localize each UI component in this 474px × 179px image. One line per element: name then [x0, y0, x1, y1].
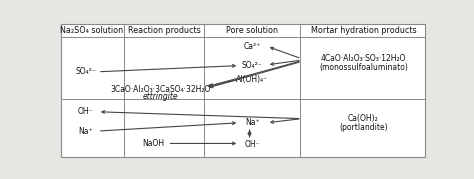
Text: Al(OH)₄⁻: Al(OH)₄⁻ — [236, 75, 268, 84]
Text: Na⁺: Na⁺ — [78, 127, 93, 136]
Text: OH⁻: OH⁻ — [244, 140, 260, 149]
Text: Ca(OH)₂: Ca(OH)₂ — [348, 114, 379, 123]
Text: SO₄²⁻: SO₄²⁻ — [75, 67, 96, 76]
Text: ettringite: ettringite — [143, 92, 178, 101]
Text: Mortar hydration products: Mortar hydration products — [310, 26, 416, 35]
Text: OH⁻: OH⁻ — [78, 107, 93, 116]
Text: Reaction products: Reaction products — [128, 26, 201, 35]
Text: Pore solution: Pore solution — [226, 26, 278, 35]
Text: 3CaO·Al₂O₃·3CaSO₄·32H₂O: 3CaO·Al₂O₃·3CaSO₄·32H₂O — [110, 84, 210, 93]
Text: (monossulfoaluminato): (monossulfoaluminato) — [319, 63, 408, 72]
Text: Ca²⁺: Ca²⁺ — [244, 42, 261, 51]
Text: Na⁺: Na⁺ — [245, 118, 259, 127]
Text: Na₂SO₄ solution: Na₂SO₄ solution — [60, 26, 123, 35]
Text: (portlandite): (portlandite) — [339, 123, 388, 132]
Text: SO₄²⁻: SO₄²⁻ — [242, 61, 263, 70]
Text: NaOH: NaOH — [142, 139, 164, 148]
Text: 4CaO·Al₂O₃·SO₃·12H₂O: 4CaO·Al₂O₃·SO₃·12H₂O — [321, 54, 406, 63]
